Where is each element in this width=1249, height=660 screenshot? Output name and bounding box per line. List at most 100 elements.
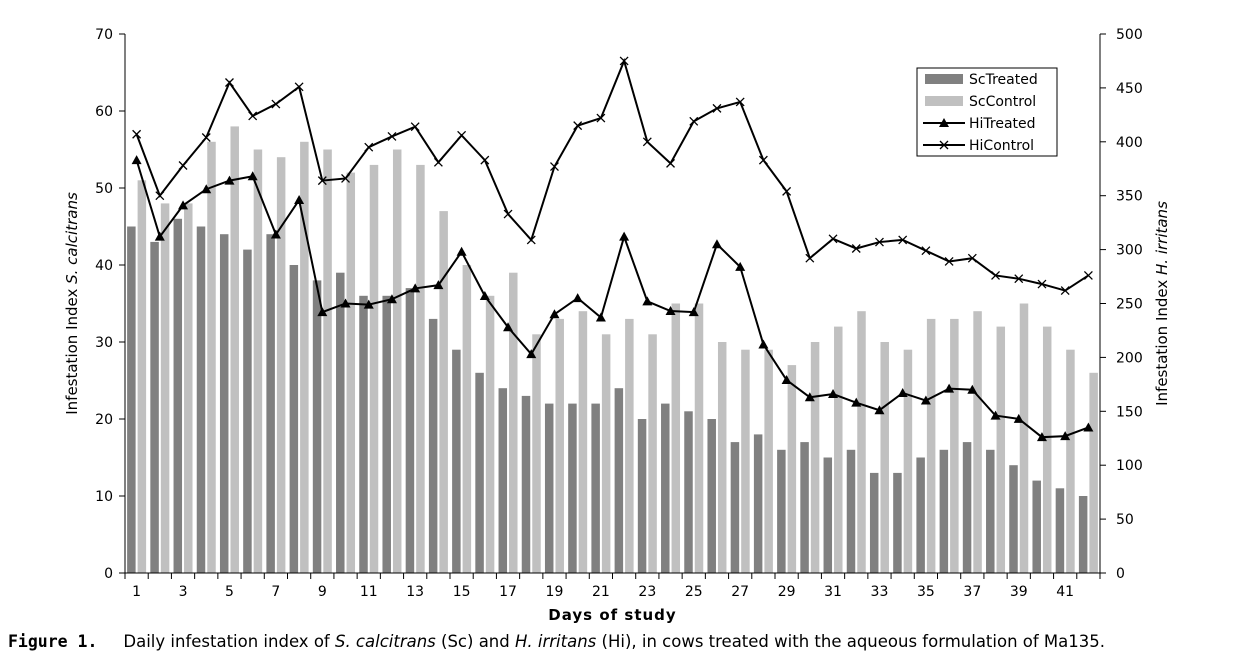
bar-sctreated [521, 395, 531, 573]
y-right-tick-label: 150 [1116, 404, 1143, 420]
legend-swatch-sctreated [925, 74, 963, 84]
point-hitreated [781, 375, 792, 385]
point-hitreated [1083, 422, 1094, 432]
bar-sctreated [707, 419, 716, 573]
legend-swatch-sccontrol [925, 96, 963, 106]
bar-sctreated [637, 419, 647, 573]
point-hicontrol [596, 113, 606, 123]
point-hitreated [990, 410, 1001, 420]
bar-sccontrol [369, 164, 379, 573]
bar-sctreated [823, 457, 833, 573]
point-hitreated [967, 384, 978, 394]
bar-sctreated [1055, 488, 1065, 573]
x-tick-label: 13 [406, 584, 424, 600]
point-hicontrol [1014, 274, 1024, 284]
point-hitreated [897, 387, 908, 397]
point-hicontrol [155, 191, 165, 201]
caption-part: Daily infestation index of [123, 632, 335, 651]
bar-sccontrol [276, 157, 286, 573]
x-tick-label: 5 [225, 584, 234, 600]
bar-sccontrol [300, 141, 309, 574]
caption-part: (Hi), in cows treated with the aqueous f… [596, 632, 1106, 651]
point-hicontrol [573, 121, 583, 131]
bar-sccontrol [485, 295, 495, 573]
y-right-axis-title: Infestation Index H. irritans [1153, 201, 1171, 406]
y-right-tick-label: 100 [1116, 458, 1143, 474]
bar-sctreated [289, 265, 299, 573]
y-left-axis-title: Infestation Index S. calcitrans [63, 192, 81, 415]
bar-sctreated [591, 403, 600, 573]
bar-sccontrol [323, 149, 332, 573]
bar-sctreated [382, 295, 391, 573]
bar-sccontrol [392, 149, 402, 573]
x-tick-label: 21 [592, 584, 610, 600]
point-hicontrol [851, 244, 861, 253]
x-tick-label: 3 [179, 584, 188, 600]
bar-sctreated [1032, 480, 1041, 573]
x-tick-label: 9 [318, 584, 327, 600]
bar-sccontrol [346, 172, 356, 573]
y-right-tick-label: 0 [1116, 566, 1125, 582]
point-hitreated [804, 392, 815, 402]
x-tick-label: 29 [778, 584, 796, 600]
x-tick-label: 7 [271, 584, 280, 600]
point-hicontrol [619, 56, 629, 66]
y-right-tick-label: 500 [1116, 27, 1143, 43]
bar-sctreated [986, 449, 995, 573]
point-hicontrol [712, 103, 722, 113]
bar-sccontrol [625, 318, 634, 573]
point-hicontrol [364, 142, 374, 152]
bar-sctreated [568, 403, 577, 573]
point-hicontrol [433, 157, 443, 167]
bar-sccontrol [532, 334, 541, 573]
point-hitreated [711, 239, 722, 249]
x-tick-label: 41 [1056, 584, 1074, 600]
point-hitreated [828, 389, 839, 399]
bar-sctreated [150, 241, 159, 573]
bar-sccontrol [648, 334, 657, 573]
point-hicontrol [967, 253, 977, 263]
point-hitreated [247, 171, 258, 181]
bar-sccontrol [926, 318, 936, 573]
bar-sctreated [1078, 496, 1088, 573]
point-hicontrol [898, 235, 908, 245]
point-hitreated [735, 261, 746, 271]
bar-sccontrol [230, 126, 239, 574]
point-hitreated [154, 231, 165, 241]
point-hitreated [363, 299, 374, 309]
point-hicontrol [550, 162, 559, 172]
point-hitreated [456, 246, 467, 256]
x-tick-label: 33 [871, 584, 889, 600]
bar-sccontrol [555, 318, 564, 573]
point-hicontrol [1060, 286, 1070, 296]
x-tick-label: 23 [638, 584, 656, 600]
bar-sccontrol [834, 326, 843, 573]
y-right-tick-label: 50 [1116, 512, 1134, 528]
bar-sctreated [498, 388, 508, 573]
bar-sctreated [916, 457, 925, 573]
point-hicontrol [132, 129, 142, 139]
bar-sccontrol [184, 203, 193, 573]
point-hitreated [270, 229, 281, 239]
point-hicontrol [1083, 271, 1093, 280]
point-hicontrol [526, 235, 536, 245]
point-hicontrol [875, 237, 884, 247]
bar-sccontrol [601, 334, 611, 573]
point-hicontrol [828, 234, 838, 244]
point-hicontrol [944, 256, 954, 266]
bar-sccontrol [741, 349, 750, 573]
bar-sctreated [452, 349, 461, 573]
x-tick-label: 11 [360, 584, 378, 600]
caption-text: Daily infestation index of S. calcitrans… [123, 632, 1105, 651]
bar-sctreated [405, 288, 415, 573]
bar-sctreated [336, 272, 345, 573]
point-hitreated [688, 307, 699, 317]
bar-sctreated [869, 472, 879, 573]
point-hitreated [549, 309, 560, 319]
point-hicontrol [201, 133, 211, 142]
bar-sctreated [196, 226, 206, 573]
point-hitreated [642, 296, 653, 306]
bar-sccontrol [717, 342, 727, 573]
line-hicontrol [135, 57, 1089, 292]
point-hicontrol [178, 161, 188, 170]
